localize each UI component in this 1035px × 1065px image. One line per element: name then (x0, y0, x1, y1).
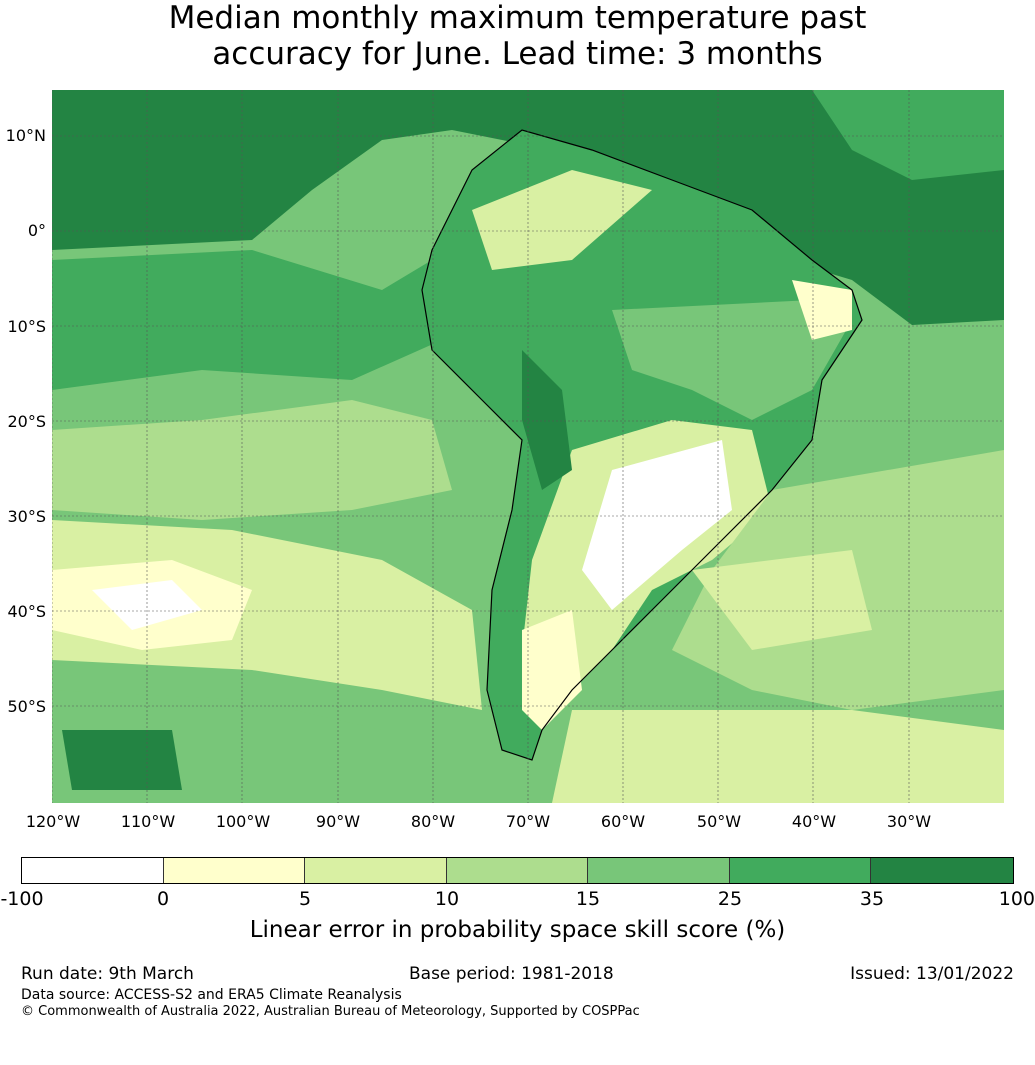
region-central-andes (522, 350, 572, 490)
copyright: © Commonwealth of Australia 2022, Austra… (21, 1004, 640, 1019)
lat-label-20s: 20°S (7, 412, 46, 431)
lon-label-120w: 120°W (25, 812, 81, 831)
lat-label-10s: 10°S (7, 317, 46, 336)
region-pacific-equatorial (52, 250, 442, 390)
lon-label-90w: 90°W (315, 812, 361, 831)
title-line-1: Median monthly maximum temperature past (168, 0, 867, 36)
region-north-high-skill (52, 90, 1004, 325)
region-plata-nil-skill (582, 440, 732, 610)
gridlines (52, 90, 1004, 803)
title-line-2: accuracy for June. Lead time: 3 months (212, 36, 823, 72)
colorbar-bin-35-100 (871, 858, 1014, 883)
colorbar-tick-100: 100 (998, 888, 1035, 910)
lat-label-50s: 50°S (7, 697, 46, 716)
colorbar-bin-5-10 (305, 858, 448, 883)
lon-label-80w: 80°W (410, 812, 456, 831)
lon-label-70w: 70°W (505, 812, 551, 831)
lat-label-0: 0° (27, 221, 46, 240)
chart-title: Median monthly maximum temperature past … (0, 0, 1035, 72)
lat-label-10n: 10°N (5, 126, 46, 145)
coastline (421, 129, 863, 761)
lat-label-40s: 40°S (7, 602, 46, 621)
region-northeast-brazil (792, 280, 852, 340)
colorbar-bin-nil (22, 858, 164, 883)
colorbar-tick-0: 0 (156, 888, 170, 910)
lon-label-100w: 100°W (215, 812, 271, 831)
region-north-atlantic (812, 90, 1004, 180)
colorbar-tick-15: 15 (575, 888, 601, 910)
colorbar-tick-35: 35 (859, 888, 885, 910)
colorbar-tick-10: 10 (434, 888, 460, 910)
colorbar-tick-5: 5 (298, 888, 312, 910)
colorbar-tick-25: 25 (717, 888, 743, 910)
region-northern-andes (472, 170, 652, 270)
region-southern-ocean-high (62, 730, 182, 790)
issued-date: Issued: 13/01/2022 (850, 964, 1014, 984)
region-south-pacific-nil (92, 580, 202, 630)
colorbar-bin-0-5 (163, 858, 306, 883)
colorbar-tick-minus100: -100 (0, 888, 44, 910)
lon-label-40w: 40°W (791, 812, 837, 831)
lon-label-30w: 30°W (886, 812, 932, 831)
lon-label-60w: 60°W (600, 812, 646, 831)
colorbar-label: Linear error in probability space skill … (249, 917, 786, 943)
region-pacific-midlat (52, 400, 452, 520)
region-south-atlantic-low (692, 550, 872, 650)
region-drake-passage (552, 710, 1004, 803)
lon-label-110w: 110°W (120, 812, 176, 831)
skill-score-map (52, 90, 1004, 803)
colorbar-bin-15-25 (587, 858, 730, 883)
lon-label-50w: 50°W (696, 812, 742, 831)
colorbar (21, 857, 1014, 884)
base-period: Base period: 1981-2018 (409, 964, 614, 984)
run-date: Run date: 9th March (21, 964, 194, 984)
region-brazil-interior (612, 300, 852, 420)
region-patagonia (522, 610, 582, 730)
colorbar-bin-25-35 (729, 858, 872, 883)
colorbar-bin-10-15 (447, 858, 588, 883)
lat-label-30s: 30°S (7, 507, 46, 526)
data-source: Data source: ACCESS-S2 and ERA5 Climate … (21, 987, 402, 1003)
